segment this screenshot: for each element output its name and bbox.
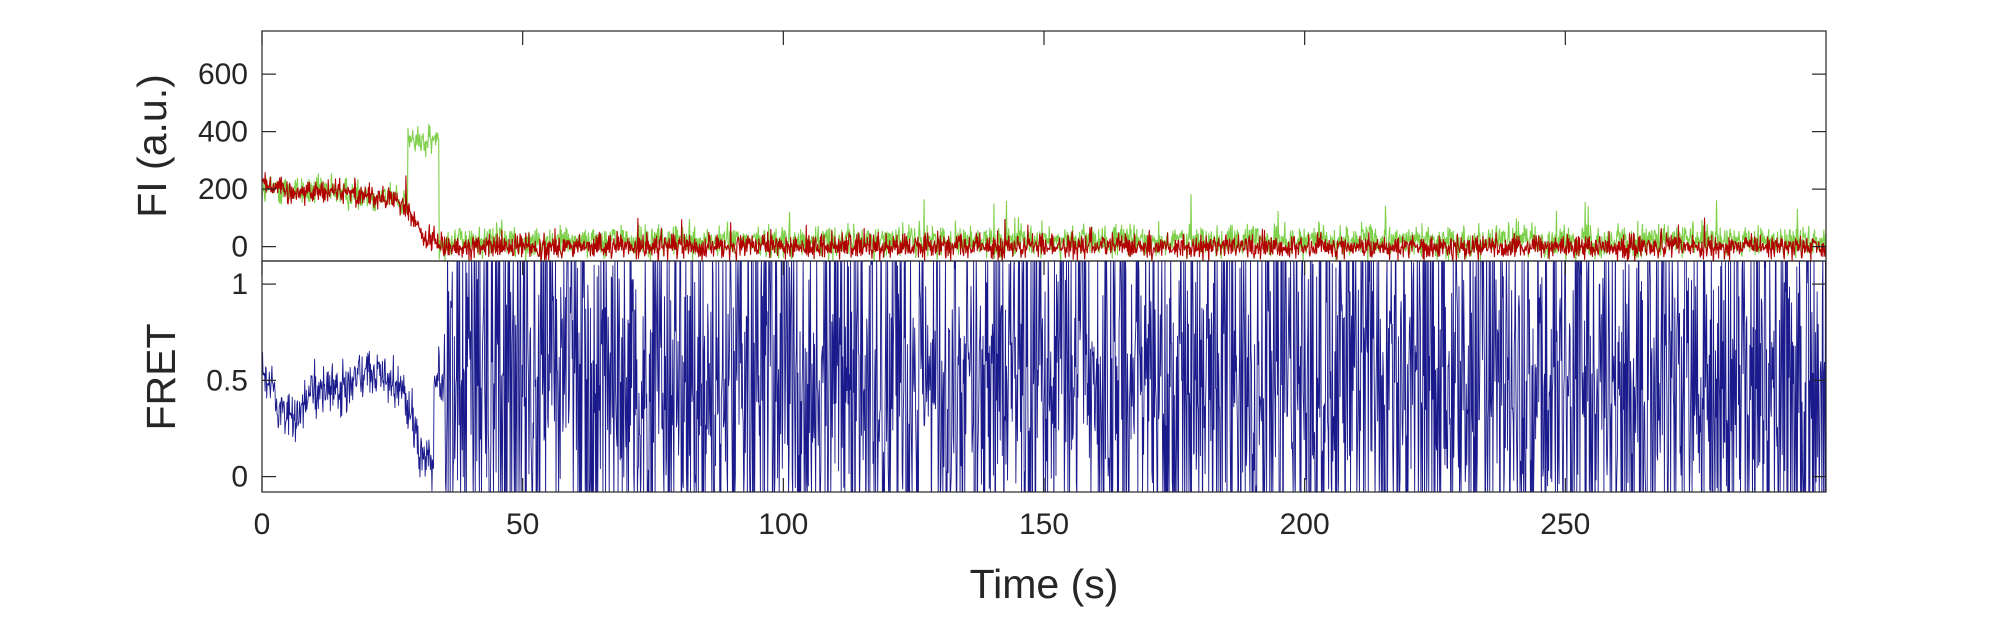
y-tick-label: 1: [231, 268, 248, 301]
fret-panel: 00.51 0 50 100 150 200 250 FRET Time (s): [138, 31, 1827, 607]
x-tick-label: 200: [1280, 508, 1330, 541]
fret-y-ticks: 00.51: [206, 268, 1826, 494]
fluorescence-y-ticks: 0 200 400 600: [198, 58, 1826, 264]
fluorescence-y-axis-label: FI (a.u.): [129, 74, 175, 218]
x-tick-label: 100: [758, 508, 808, 541]
x-tick-label: 50: [506, 508, 539, 541]
y-tick-label: 0: [231, 231, 248, 264]
fluorescence-panel: 0 200 400 600 FI (a.u.): [129, 30, 1827, 264]
trace-acceptor: [262, 172, 1826, 261]
x-tick-label: 250: [1540, 508, 1590, 541]
y-tick-label: 0: [231, 461, 248, 494]
trace-fret: [262, 261, 1826, 492]
time-x-ticks: 0 50 100 150 200 250: [254, 31, 1590, 541]
y-tick-label: 0.5: [206, 364, 248, 397]
fret-y-axis-label: FRET: [138, 323, 184, 430]
fret-plot-area: [262, 261, 1826, 492]
y-tick-label: 400: [198, 116, 248, 149]
x-tick-label: 150: [1019, 508, 1069, 541]
y-tick-label: 200: [198, 173, 248, 206]
time-x-axis-label: Time (s): [970, 561, 1119, 607]
y-tick-label: 600: [198, 58, 248, 91]
fluorescence-plot-area: [262, 123, 1826, 261]
x-tick-label: 0: [254, 508, 271, 541]
